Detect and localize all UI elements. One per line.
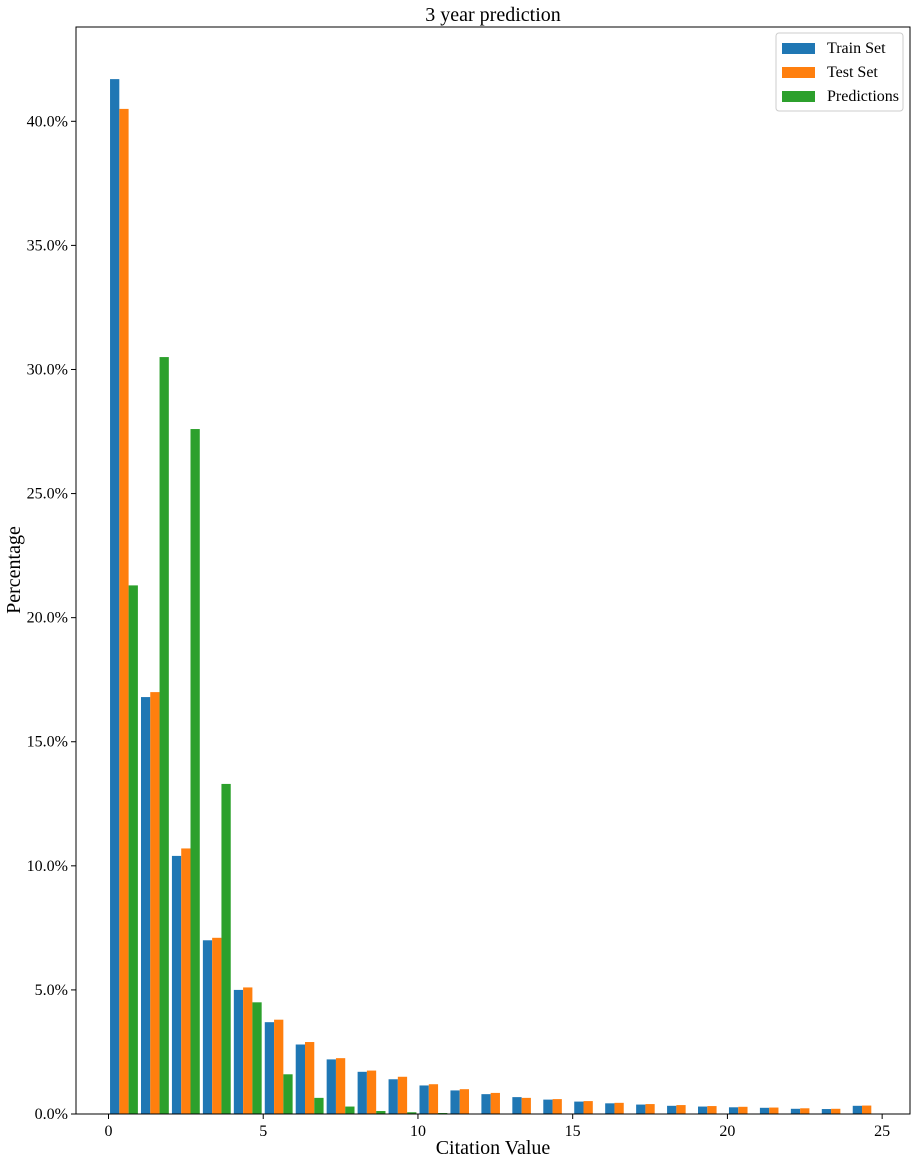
y-tick-label-40: 40.0%	[27, 113, 68, 130]
bar-test-set-20	[738, 1106, 748, 1114]
bar-train-set-16	[605, 1103, 615, 1114]
bar-predictions-0	[128, 585, 138, 1114]
bar-test-set-5	[274, 1019, 284, 1114]
bar-train-set-23	[821, 1109, 832, 1114]
y-tick-label-30: 30.0%	[27, 361, 68, 378]
bar-train-set-9	[388, 1079, 398, 1114]
plot-frame	[75, 26, 911, 1115]
bar-train-set-14	[543, 1099, 553, 1114]
bar-train-set-0	[110, 79, 120, 1115]
bar-predictions-3	[221, 783, 231, 1114]
legend: Train Set Test Set Predictions	[775, 32, 904, 112]
bar-train-set-13	[512, 1097, 522, 1114]
bar-test-set-10	[428, 1084, 439, 1114]
legend-label-predictions: Predictions	[827, 88, 899, 105]
bar-predictions-6	[314, 1097, 324, 1114]
x-tick-label-25: 25	[874, 1123, 890, 1140]
bar-test-set-17	[645, 1104, 655, 1114]
bar-test-set-22	[800, 1108, 810, 1114]
bar-train-set-6	[295, 1044, 305, 1114]
bar-train-set-10	[419, 1085, 429, 1114]
bar-train-set-5	[264, 1022, 275, 1114]
bar-train-set-2	[171, 855, 182, 1114]
bar-test-set-23	[831, 1108, 841, 1114]
bar-train-set-19	[698, 1106, 708, 1114]
y-tick-label-0: 0.0%	[35, 1106, 68, 1123]
x-tick-label-5: 5	[259, 1123, 267, 1140]
bar-train-set-18	[667, 1105, 677, 1114]
y-tick-label-10: 10.0%	[27, 858, 68, 875]
bar-train-set-12	[481, 1094, 491, 1114]
bar-test-set-0	[119, 108, 129, 1114]
y-tick-label-35: 35.0%	[27, 237, 68, 254]
bar-train-set-24	[852, 1105, 863, 1114]
bar-test-set-21	[769, 1107, 779, 1114]
x-axis-title: Citation Value	[436, 1137, 551, 1159]
bar-predictions-5	[283, 1074, 293, 1114]
y-tick-label-25: 25.0%	[27, 486, 68, 503]
bar-train-set-7	[326, 1059, 336, 1114]
bar-train-set-21	[759, 1107, 770, 1114]
bar-test-set-6	[305, 1042, 315, 1114]
x-axis-ticks: 0 5 10 15 20 25	[104, 1114, 890, 1140]
bar-train-set-17	[636, 1104, 646, 1114]
bar-test-set-9	[397, 1076, 408, 1114]
bar-predictions-4	[252, 1002, 262, 1114]
bar-predictions-1	[159, 357, 169, 1114]
y-axis-title: Percentage	[3, 526, 25, 614]
bar-predictions-8	[376, 1111, 386, 1114]
bar-test-set-2	[181, 848, 191, 1114]
bar-test-set-8	[366, 1070, 377, 1114]
bar-predictions-2	[190, 429, 200, 1114]
bar-test-set-4	[243, 987, 253, 1114]
chart-title: 3 year prediction	[425, 4, 561, 26]
x-tick-label-15: 15	[565, 1123, 581, 1140]
bar-train-set-11	[450, 1090, 460, 1114]
legend-label-train-set: Train Set	[827, 40, 886, 57]
bar-train-set-3	[202, 940, 213, 1114]
bar-test-set-11	[459, 1089, 470, 1114]
y-tick-label-5: 5.0%	[35, 982, 68, 999]
bar-train-set-8	[357, 1071, 367, 1114]
legend-swatch-predictions	[782, 91, 815, 102]
bar-test-set-3	[212, 937, 222, 1114]
y-tick-label-20: 20.0%	[27, 610, 68, 627]
x-tick-label-10: 10	[410, 1123, 426, 1140]
bar-train-set-1	[140, 697, 151, 1114]
bar-test-set-18	[676, 1105, 686, 1114]
x-tick-label-20: 20	[719, 1123, 735, 1140]
bar-train-set-22	[790, 1108, 801, 1114]
bar-predictions-9	[407, 1112, 417, 1114]
y-axis-ticks: 0.0% 5.0% 10.0% 15.0% 20.0% 25.0% 30.0% 35.0% 40…	[27, 113, 76, 1123]
bars-group	[110, 79, 872, 1115]
x-tick-label-0: 0	[104, 1123, 112, 1140]
bar-test-set-15	[583, 1101, 593, 1114]
bar-train-set-15	[574, 1101, 584, 1114]
bar-test-set-12	[490, 1092, 500, 1114]
bar-test-set-1	[150, 692, 160, 1114]
y-tick-label-15: 15.0%	[27, 734, 68, 751]
bar-predictions-7	[345, 1106, 355, 1114]
bar-test-set-24	[862, 1105, 872, 1114]
bar-train-set-20	[728, 1107, 739, 1114]
bar-test-set-14	[552, 1099, 562, 1114]
bar-test-set-13	[521, 1097, 531, 1114]
legend-label-test-set: Test Set	[827, 64, 878, 81]
legend-swatch-train-set	[782, 43, 815, 54]
bar-test-set-16	[614, 1102, 624, 1114]
legend-swatch-test-set	[782, 67, 815, 78]
bar-test-set-19	[707, 1106, 717, 1114]
bar-test-set-7	[335, 1058, 346, 1114]
bar-train-set-4	[233, 989, 244, 1114]
